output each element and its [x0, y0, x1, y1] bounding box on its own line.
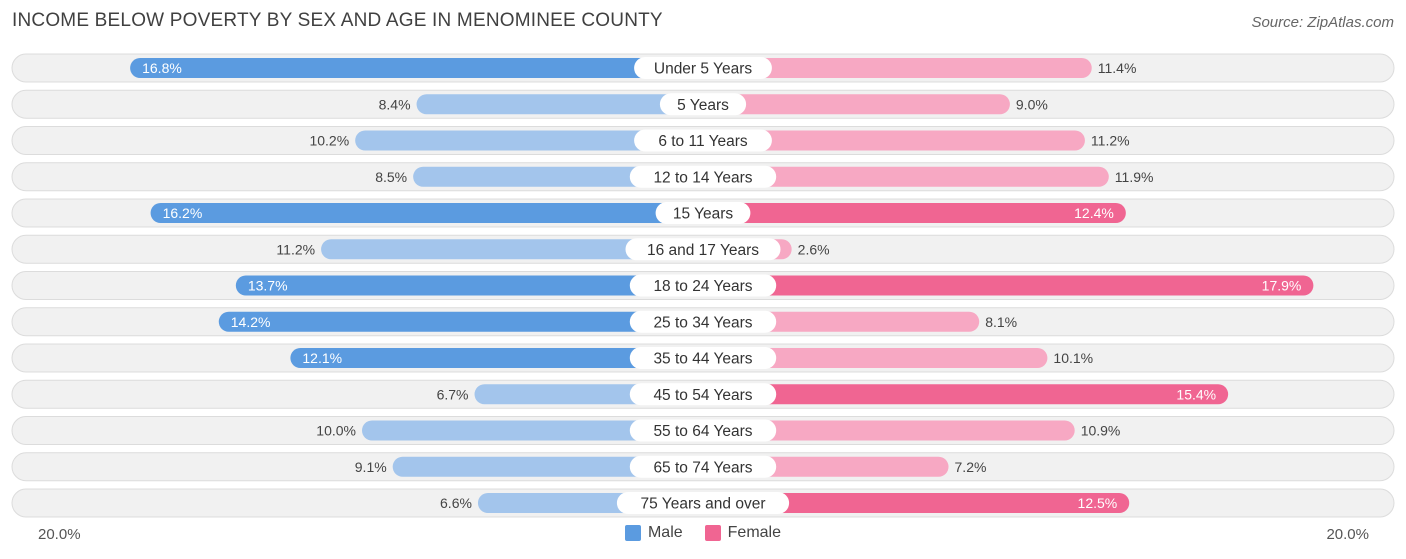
male-value-label: 16.2% [163, 205, 203, 221]
male-value-label: 14.2% [231, 314, 271, 330]
category-pill [616, 492, 790, 514]
category-pill [629, 347, 777, 369]
category-pill [634, 129, 772, 152]
axis-left-label: 20.0% [38, 526, 81, 543]
source-label: Source: ZipAtlas.com [1251, 14, 1394, 31]
legend-female-label: Female [727, 524, 782, 541]
female-bar [703, 166, 1109, 187]
diverging-bar-chart: 16.8% 11.4% Under 5 Years 8.4% 9.0% 5 Years 10… [11, 53, 1395, 518]
axis-right-label: 20.0% [1326, 526, 1369, 543]
category-label: 25 to 34 Years [653, 314, 752, 331]
category-pill [629, 310, 777, 333]
legend: Male Female [0, 524, 1406, 542]
female-value-label: 11.2% [1091, 133, 1130, 149]
female-bar [703, 58, 1092, 78]
female-value-label: 12.4% [1074, 205, 1114, 221]
female-bar [703, 420, 1075, 441]
category-label: 75 Years and over [641, 496, 766, 513]
male-value-label: 9.1% [355, 459, 387, 475]
male-bar [290, 348, 703, 368]
legend-male-label: Male [647, 524, 683, 541]
male-bar [321, 239, 703, 260]
male-value-label: 10.2% [309, 133, 349, 149]
male-value-label: 6.7% [437, 386, 469, 402]
legend-item-male: Male [624, 524, 683, 542]
female-value-label: 11.4% [1098, 60, 1137, 76]
category-pill [629, 165, 777, 188]
category-pill [629, 455, 777, 478]
male-bar [355, 130, 703, 151]
male-bar [416, 94, 703, 115]
male-swatch [624, 525, 641, 541]
male-bar [362, 420, 703, 441]
male-value-label: 12.1% [302, 350, 342, 366]
category-pill [634, 57, 772, 79]
category-label: 55 to 64 Years [653, 423, 752, 440]
category-pill [655, 202, 751, 224]
category-label: 6 to 11 Years [658, 133, 748, 150]
female-bar [703, 493, 1130, 513]
female-value-label: 10.1% [1053, 350, 1093, 366]
female-bar [703, 203, 1126, 223]
female-value-label: 7.2% [955, 459, 987, 475]
chart-title: INCOME BELOW POVERTY BY SEX AND AGE IN M… [12, 10, 663, 31]
male-bar [150, 203, 703, 223]
category-pill [629, 274, 777, 297]
male-bar [218, 311, 703, 332]
category-label: 5 Years [677, 97, 729, 114]
category-pill [625, 238, 781, 261]
female-value-label: 12.5% [1078, 495, 1118, 511]
category-label: 65 to 74 Years [653, 459, 752, 476]
category-label: 45 to 54 Years [653, 387, 752, 404]
male-bar [130, 58, 703, 78]
category-label: 16 and 17 Years [647, 242, 759, 259]
category-label: 18 to 24 Years [653, 278, 752, 295]
category-label: Under 5 Years [654, 61, 752, 78]
male-bar [392, 456, 703, 477]
female-value-label: 11.9% [1115, 169, 1154, 185]
male-value-label: 16.8% [142, 60, 182, 76]
male-bar [235, 275, 703, 296]
male-value-label: 8.4% [379, 96, 411, 112]
female-value-label: 10.9% [1081, 423, 1121, 439]
male-bar [413, 166, 703, 187]
category-pill [629, 419, 777, 442]
female-value-label: 9.0% [1016, 96, 1048, 112]
female-bar [703, 94, 1010, 115]
male-value-label: 11.2% [276, 241, 315, 257]
female-bar [703, 130, 1085, 151]
male-value-label: 13.7% [248, 278, 288, 294]
category-label: 12 to 14 Years [653, 169, 752, 186]
female-bar [703, 275, 1314, 296]
female-value-label: 15.4% [1176, 386, 1216, 402]
category-label: 35 to 44 Years [653, 351, 752, 368]
male-value-label: 6.6% [440, 495, 472, 511]
category-label: 15 Years [673, 206, 734, 223]
legend-item-female: Female [704, 524, 782, 542]
female-swatch [704, 525, 721, 541]
male-value-label: 10.0% [316, 423, 356, 439]
female-value-label: 2.6% [798, 241, 830, 257]
category-pill [659, 93, 747, 116]
category-pill [629, 383, 777, 406]
female-value-label: 8.1% [985, 314, 1017, 330]
female-bar [703, 384, 1229, 405]
female-value-label: 17.9% [1262, 278, 1302, 294]
female-bar [703, 348, 1048, 368]
male-value-label: 8.5% [375, 169, 407, 185]
